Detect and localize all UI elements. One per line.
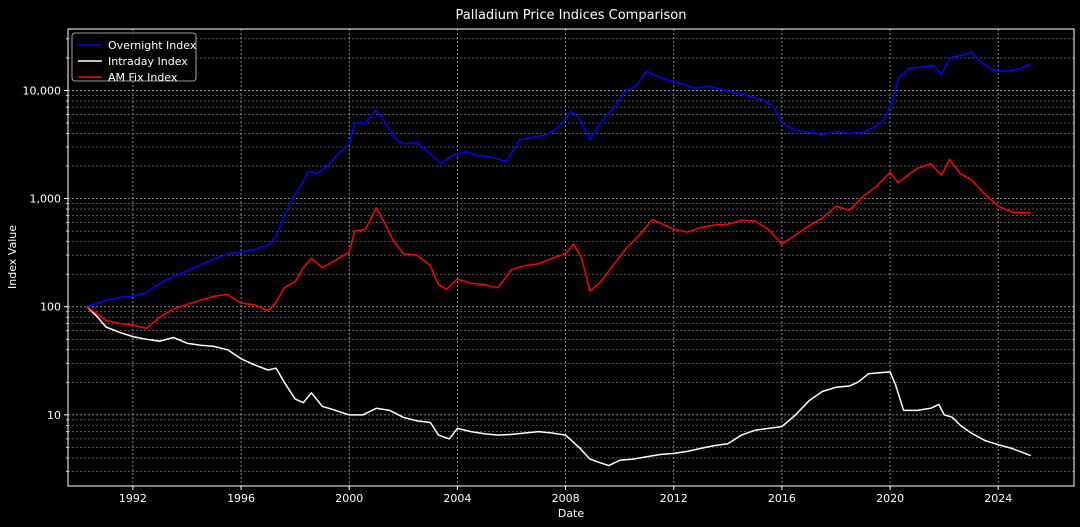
tick-layer: 1992 1996 2000 2004 2008 2012 2016 2020 2024 10 10… — [23, 38, 1012, 505]
x-tick-label: 2008 — [552, 492, 580, 505]
x-tick-label: 2004 — [443, 492, 471, 505]
legend: Overnight Index Intraday Index AM Fix Inde… — [71, 32, 197, 84]
plot-frame — [67, 28, 1075, 487]
x-tick-label: 1992 — [119, 492, 147, 505]
series-line-3 — [86, 158, 1031, 330]
x-tick-label: 2016 — [768, 492, 796, 505]
y-tick-label: 10 — [47, 409, 61, 422]
y-tick-label: 10,000 — [23, 84, 62, 97]
y-tick-label: 1,000 — [30, 193, 62, 206]
series-line-1 — [86, 51, 1031, 308]
x-tick-label: 2020 — [876, 492, 904, 505]
y-tick-label: 100 — [40, 301, 61, 314]
x-tick-label: 2000 — [335, 492, 363, 505]
legend-label: AM Fix Index — [108, 71, 178, 84]
x-axis-title: Date — [558, 507, 585, 520]
legend-label: Overnight Index — [108, 39, 197, 52]
y-axis-title: Index Value — [6, 225, 19, 289]
x-tick-label: 2012 — [660, 492, 688, 505]
legend-box — [71, 32, 197, 82]
x-tick-label: 1996 — [227, 492, 255, 505]
legend-label: Intraday Index — [108, 55, 188, 68]
chart-title: Palladium Price Indices Comparison — [456, 8, 687, 23]
series-line-2 — [86, 306, 1031, 467]
series-layer — [86, 51, 1031, 467]
x-tick-label: 2024 — [984, 492, 1012, 505]
